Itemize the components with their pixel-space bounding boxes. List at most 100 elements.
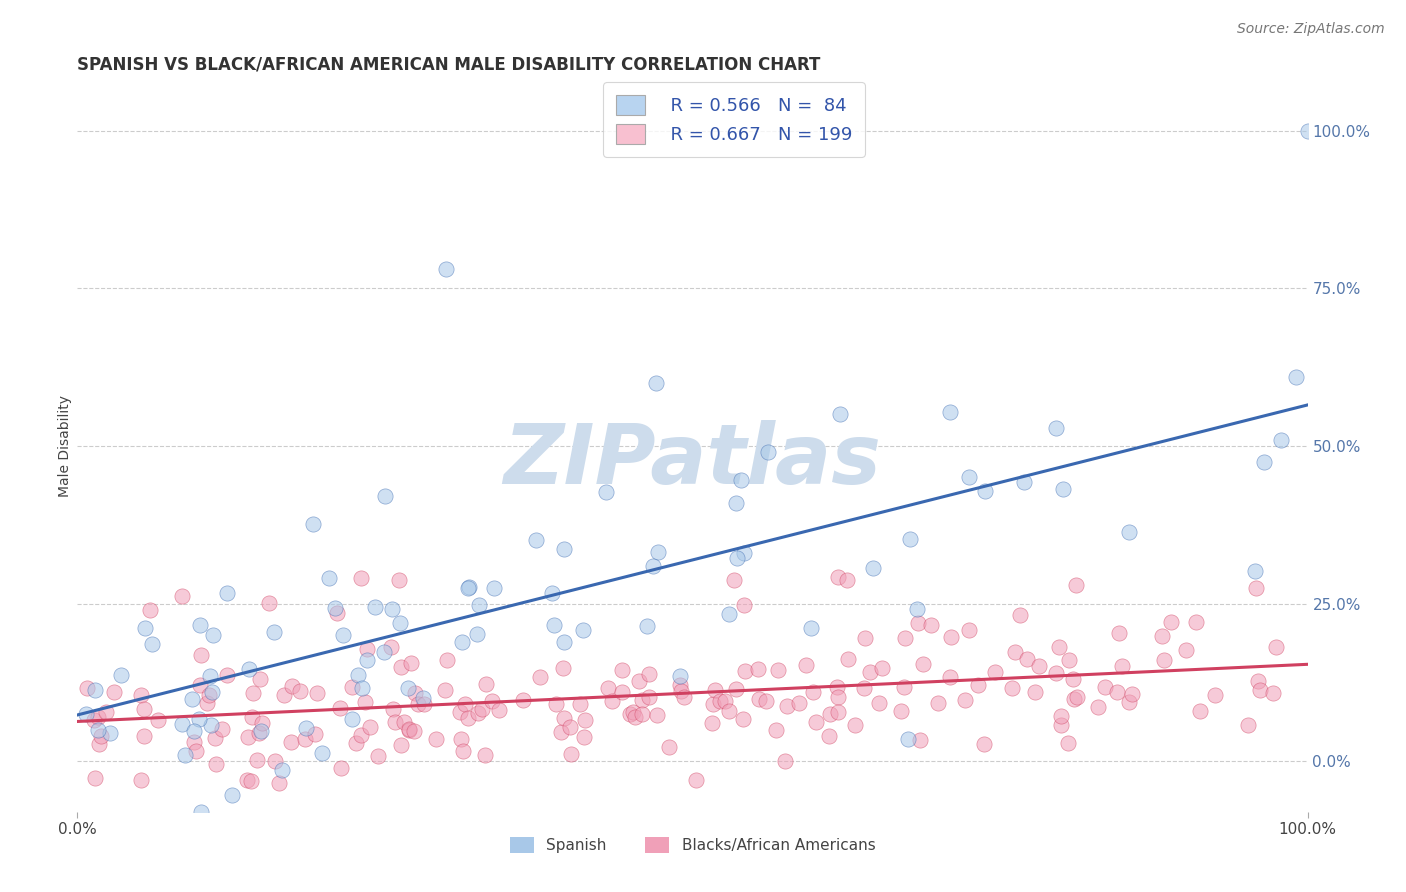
Point xyxy=(1160,615,1182,630)
Point xyxy=(238,730,260,744)
Point xyxy=(103,685,125,699)
Point xyxy=(186,744,208,758)
Point xyxy=(467,598,489,612)
Point xyxy=(572,623,595,637)
Point xyxy=(263,624,285,639)
Point xyxy=(568,697,591,711)
Point xyxy=(75,706,97,721)
Point xyxy=(852,681,875,696)
Point xyxy=(188,618,211,632)
Point xyxy=(953,693,976,707)
Point xyxy=(1059,653,1081,667)
Point xyxy=(558,720,581,734)
Point xyxy=(669,684,692,698)
Point xyxy=(1185,615,1208,630)
Point xyxy=(211,723,233,737)
Point xyxy=(636,619,658,633)
Point xyxy=(458,580,481,594)
Point xyxy=(205,757,228,772)
Point xyxy=(627,673,650,688)
Point xyxy=(76,681,98,695)
Point xyxy=(481,694,503,708)
Point xyxy=(436,653,458,667)
Point xyxy=(529,670,551,684)
Point xyxy=(311,746,333,760)
Point xyxy=(451,635,474,649)
Point xyxy=(1066,690,1088,704)
Point xyxy=(394,714,416,729)
Point xyxy=(398,723,420,737)
Point xyxy=(326,606,349,620)
Point xyxy=(388,615,411,630)
Point xyxy=(631,693,654,707)
Point xyxy=(959,469,981,483)
Point xyxy=(612,685,634,699)
Point xyxy=(332,628,354,642)
Point xyxy=(450,732,472,747)
Point xyxy=(1249,683,1271,698)
Point xyxy=(868,696,890,710)
Point xyxy=(201,685,224,699)
Point xyxy=(353,695,375,709)
Point xyxy=(730,473,752,487)
Point xyxy=(330,761,353,775)
Point xyxy=(346,667,368,681)
Point xyxy=(325,601,347,615)
Point xyxy=(818,707,841,722)
Point xyxy=(202,628,225,642)
Point xyxy=(221,788,243,802)
Point xyxy=(725,681,748,696)
Point xyxy=(110,667,132,681)
Point xyxy=(240,710,263,724)
Point xyxy=(398,681,420,695)
Point xyxy=(236,772,259,787)
Point xyxy=(1024,685,1046,699)
Point xyxy=(512,692,534,706)
Point xyxy=(1175,643,1198,657)
Point xyxy=(800,621,823,635)
Point xyxy=(1045,666,1067,681)
Point xyxy=(412,690,434,705)
Point xyxy=(543,618,565,632)
Point xyxy=(90,729,112,743)
Point xyxy=(775,754,797,768)
Point xyxy=(391,659,413,673)
Point xyxy=(984,665,1007,679)
Point xyxy=(1118,695,1140,709)
Point xyxy=(350,571,373,585)
Point xyxy=(305,686,328,700)
Point xyxy=(1247,674,1270,689)
Point xyxy=(172,590,194,604)
Point xyxy=(638,690,661,705)
Point xyxy=(804,715,827,730)
Point xyxy=(457,711,479,725)
Point xyxy=(1028,659,1050,673)
Point xyxy=(669,678,692,692)
Point xyxy=(94,705,117,719)
Point xyxy=(643,558,665,573)
Point xyxy=(134,729,156,743)
Point xyxy=(540,586,562,600)
Point xyxy=(132,702,155,716)
Point xyxy=(859,665,882,679)
Point xyxy=(1017,652,1039,666)
Point xyxy=(725,495,748,509)
Point xyxy=(526,533,548,548)
Point xyxy=(359,719,381,733)
Point xyxy=(190,648,212,662)
Point xyxy=(380,640,402,654)
Point xyxy=(765,723,787,738)
Point xyxy=(596,681,619,696)
Legend: Spanish, Blacks/African Americans: Spanish, Blacks/African Americans xyxy=(503,830,882,859)
Point xyxy=(1049,717,1071,731)
Point xyxy=(1118,524,1140,539)
Point xyxy=(187,712,209,726)
Point xyxy=(84,683,107,698)
Point xyxy=(288,684,311,698)
Point xyxy=(893,680,915,694)
Point xyxy=(890,704,912,718)
Point xyxy=(827,570,849,584)
Point xyxy=(247,726,270,740)
Point xyxy=(1001,681,1024,695)
Point xyxy=(631,706,654,721)
